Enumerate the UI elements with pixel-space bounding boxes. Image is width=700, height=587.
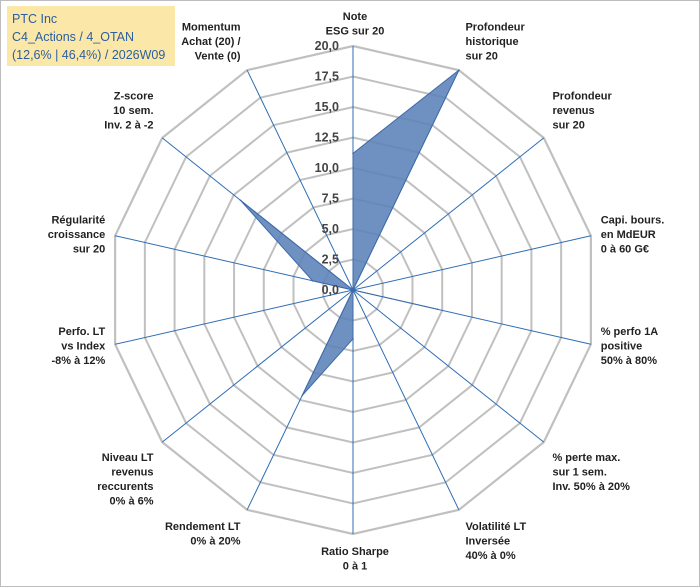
data-point [352,152,354,155]
axis-label-line: 0% à 6% [110,495,154,507]
axis-label-line: Régularité [51,215,105,227]
axis-label-line: vs Index [61,340,106,352]
data-point [352,338,354,340]
axis-label-line: 0% à 20% [190,536,240,548]
data-point [436,308,439,311]
tick-label: 5,0 [322,222,339,236]
axis-spoke [161,289,354,443]
axis-label-line: Note [343,11,367,23]
series-area [239,69,460,397]
axis-label: Capi. bours. en MdEUR 0 à 60 G€ [601,215,665,256]
axis-label-line: Z-score [114,91,154,103]
axis-label-line: % perte max. [552,452,620,464]
axis-label-line: Inv. 50% à 20% [552,481,630,493]
axis-label-line: 0 à 60 G€ [601,244,649,256]
axis-label-line: 10 sem. [113,105,153,117]
data-point [311,279,314,282]
axis-label-line: 50% à 80% [601,355,657,367]
axis-label: Volatilité LT Inversée 40% à 0% [465,521,526,562]
axis-label-line: Ratio Sharpe [321,546,389,558]
company-name: PTC Inc [12,12,58,26]
axis-label-line: Perfo. LT [58,326,105,338]
axis-label-line: Inversée [465,536,510,548]
axis-label-line: 40% à 0% [465,550,515,562]
axis-label: % perfo 1A positive 50% à 80% [601,326,659,367]
axis-label-line: positive [601,340,643,352]
axis-spoke [246,69,354,291]
axis-spoke [352,137,545,291]
portfolio-stats: (12,6% | 46,4%) / 2026W09 [12,48,166,62]
axis-label: Niveau LT revenus reccurents 0% à 6% [97,452,154,508]
axis-label: Perfo. LT vs Index -8% à 12% [51,326,106,367]
axis-label-line: reccurents [97,481,153,493]
axis-label-line: Volatilité LT [465,521,526,533]
portfolio-name: C4_Actions / 4_OTAN [12,30,135,44]
axis-label: Régularité croissance sur 20 [48,215,105,256]
axis-label: % perte max. sur 1 sem. Inv. 50% à 20% [552,452,630,493]
axis-spoke [352,289,545,443]
axis-label-line: Profondeur [552,91,612,103]
axis-label-line: sur 20 [552,120,584,132]
tick-label: 0,0 [322,283,339,297]
tick-label: 20,0 [315,39,339,53]
data-point [352,289,354,291]
axis-label: Profondeur historique sur 20 [465,21,525,62]
axis-label: Note ESG sur 20 [326,11,385,38]
axis-label-line: Inv. 2 à -2 [104,120,153,132]
tick-label: 10,0 [315,161,339,175]
axis-spoke [352,289,460,511]
data-point [458,69,460,71]
axis-label-line: revenus [111,466,153,478]
axis-label-line: Vente (0) [195,50,241,62]
axis-spoke [115,289,354,345]
axis-label-line: Achat (20) / [181,36,240,48]
axis-label: Momentum Achat (20) / Vente (0) [181,21,241,62]
axis-label-line: % perfo 1A [601,326,659,338]
tick-label: 17,5 [315,70,339,84]
axis-label-line: -8% à 12% [51,355,105,367]
axis-label: Ratio Sharpe 0 à 1 [321,546,389,573]
axis-label-line: en MdEUR [601,229,656,241]
radial-tick-labels: 0,0 2,5 5,0 7,5 10,0 12,5 15,0 17,5 20,0 [315,39,339,297]
axis-label-line: sur 1 sem. [552,466,606,478]
axis-label: Z-score 10 sem. Inv. 2 à -2 [104,91,153,132]
info-box: PTC Inc C4_Actions / 4_OTAN (12,6% | 46,… [7,6,175,66]
tick-label: 2,5 [322,253,339,267]
axis-label-line: historique [465,36,518,48]
axis-label-line: ESG sur 20 [326,26,385,38]
axis-label: Profondeur revenus sur 20 [552,91,612,132]
axis-labels: Note ESG sur 20 Profondeur historique sur 20… [48,11,665,573]
axis-label-line: Niveau LT [102,452,154,464]
axis-label-line: revenus [552,105,594,117]
axis-label-line: Capi. bours. [601,215,665,227]
axis-label-line: Rendement LT [165,521,241,533]
data-point [301,394,303,397]
axis-label-line: Momentum [182,21,241,33]
tick-label: 12,5 [315,131,339,145]
axis-label-line: Profondeur [465,21,525,33]
axis-label-line: sur 20 [465,50,497,62]
axis-label-line: croissance [48,229,105,241]
axis-label-line: sur 20 [73,244,105,256]
data-point [239,199,242,202]
radar-series [239,69,460,397]
axis-label-line: 0 à 1 [343,561,367,573]
tick-label: 7,5 [322,192,339,206]
axis-label: Rendement LT 0% à 20% [165,521,241,548]
axis-spoke [352,235,591,291]
tick-label: 15,0 [315,100,339,114]
